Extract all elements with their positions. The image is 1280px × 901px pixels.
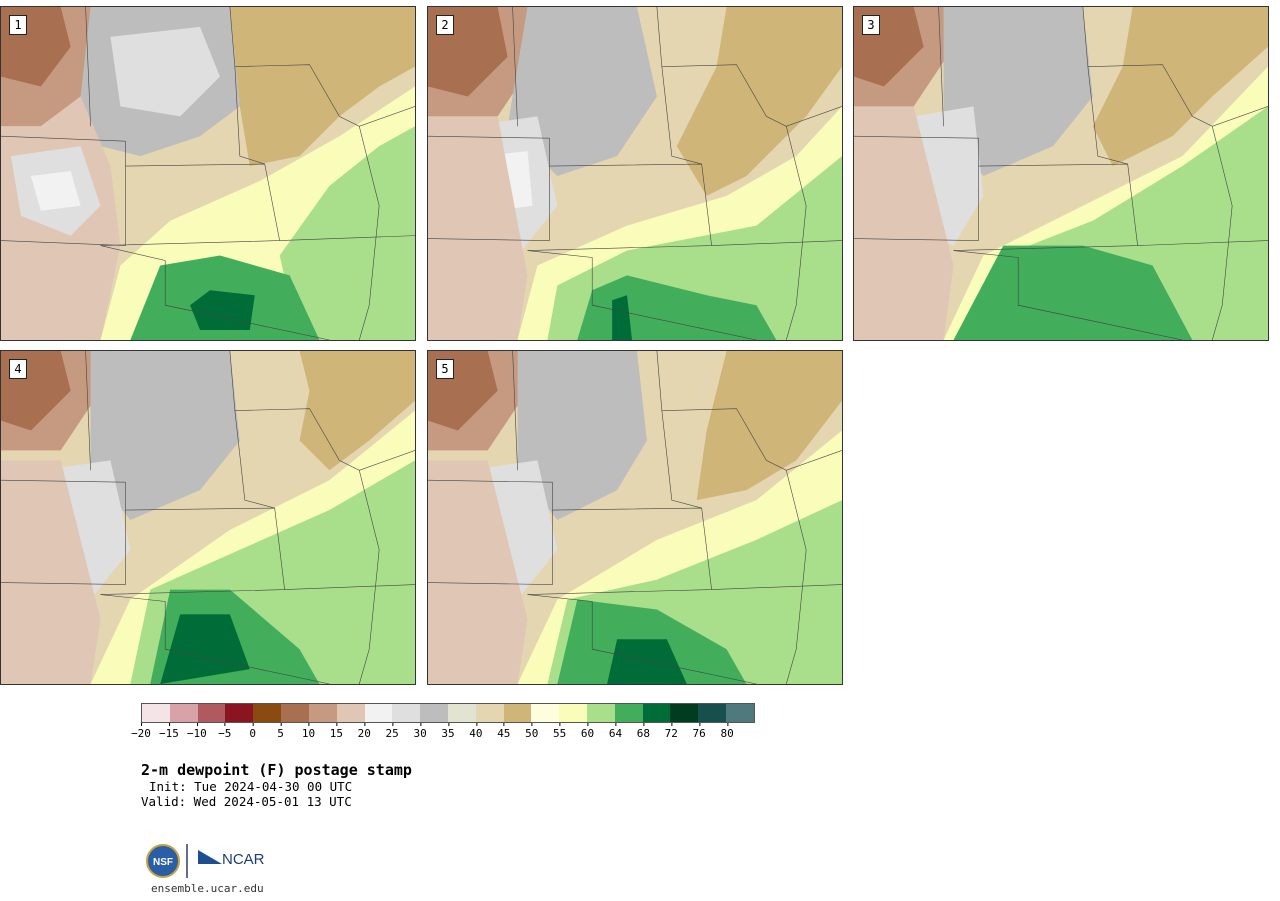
- colorbar-tick-label: 68: [636, 723, 650, 740]
- dewpoint-map: [854, 7, 1268, 340]
- colorbar-swatch: [225, 704, 254, 722]
- colorbar-tick-label: 60: [580, 723, 595, 740]
- colorbar-swatch: [169, 704, 198, 722]
- colorbar-swatch: [698, 704, 727, 722]
- colorbar-tick-label: 64: [608, 723, 623, 740]
- colorbar-swatch: [336, 704, 365, 722]
- colorbar-tick-label: 40: [469, 723, 483, 740]
- valid-time: Valid: Wed 2024-05-01 13 UTC: [141, 794, 352, 809]
- colorbar-swatch: [670, 704, 699, 722]
- colorbar-tick-label: 72: [664, 723, 678, 740]
- colorbar-tick-label: 15: [329, 723, 343, 740]
- colorbar-swatch: [308, 704, 337, 722]
- colorbar-tick-label: 76: [692, 723, 706, 740]
- colorbar-tick-label: 5: [277, 723, 284, 740]
- dewpoint-map: [1, 7, 415, 340]
- init-time: Init: Tue 2024-04-30 00 UTC: [149, 779, 353, 794]
- colorbar-swatch: [726, 704, 754, 722]
- map-panel-1: 1: [0, 6, 416, 341]
- colorbar-tick-label: −15: [158, 723, 179, 740]
- dewpoint-map: [428, 351, 842, 684]
- nsf-ncar-logo: NSF NCAR: [144, 842, 274, 880]
- colorbar-tick-label: 45: [497, 723, 511, 740]
- colorbar-swatch: [642, 704, 671, 722]
- colorbar-swatch: [531, 704, 560, 722]
- colorbar-tick-label: 50: [525, 723, 539, 740]
- colorbar: [141, 703, 755, 723]
- colorbar-swatch: [503, 704, 532, 722]
- colorbar-swatch: [475, 704, 504, 722]
- colorbar-swatch: [253, 704, 282, 722]
- map-panel-3: 3: [853, 6, 1269, 341]
- colorbar-tick-label: 55: [553, 723, 567, 740]
- colorbar-tick-label: −20: [131, 723, 151, 740]
- colorbar-tick-label: 80: [720, 723, 734, 740]
- dewpoint-map: [428, 7, 842, 340]
- panel-number: 2: [436, 15, 454, 35]
- nsf-logo-text: NSF: [153, 857, 173, 868]
- colorbar-tick-label: 25: [385, 723, 399, 740]
- panel-number: 1: [9, 15, 27, 35]
- ncar-logo-text: NCAR: [222, 851, 265, 868]
- colorbar-swatch: [142, 704, 170, 722]
- colorbar-swatch: [420, 704, 448, 722]
- colorbar-swatch: [559, 704, 587, 722]
- colorbar-swatch: [197, 704, 226, 722]
- panel-number: 5: [436, 359, 454, 379]
- nsf-logo-icon: [146, 844, 180, 878]
- panel-number: 3: [862, 15, 880, 35]
- colorbar-swatch: [587, 704, 615, 722]
- colorbar-swatch: [447, 704, 476, 722]
- colorbar-tick-label: 0: [249, 723, 256, 740]
- colorbar-tick-label: 20: [357, 723, 371, 740]
- panel-number: 4: [9, 359, 27, 379]
- colorbar-tick-label: 35: [441, 723, 455, 740]
- plot-title: 2-m dewpoint (F) postage stamp: [141, 761, 412, 779]
- colorbar-tick-label: −10: [186, 723, 207, 740]
- map-panel-2: 2: [427, 6, 843, 341]
- colorbar-swatch: [392, 704, 421, 722]
- colorbar-swatch: [364, 704, 393, 722]
- colorbar-swatch: [281, 704, 309, 722]
- colorbar-tick-label: 10: [301, 723, 316, 740]
- ncar-logo-icon: [198, 850, 222, 864]
- dewpoint-map: [1, 351, 415, 684]
- colorbar-ticks: −20 −15 −10 −5 0 5 10 15 20 25 30 35 40 45 50 55 60 64 68 7…: [131, 723, 755, 741]
- map-panel-5: 5: [427, 350, 843, 685]
- map-panel-4: 4: [0, 350, 416, 685]
- colorbar-tick-label: 30: [413, 723, 427, 740]
- colorbar-tick-label: −5: [218, 723, 232, 740]
- colorbar-swatch: [614, 704, 643, 722]
- site-url: ensemble.ucar.edu: [151, 882, 264, 895]
